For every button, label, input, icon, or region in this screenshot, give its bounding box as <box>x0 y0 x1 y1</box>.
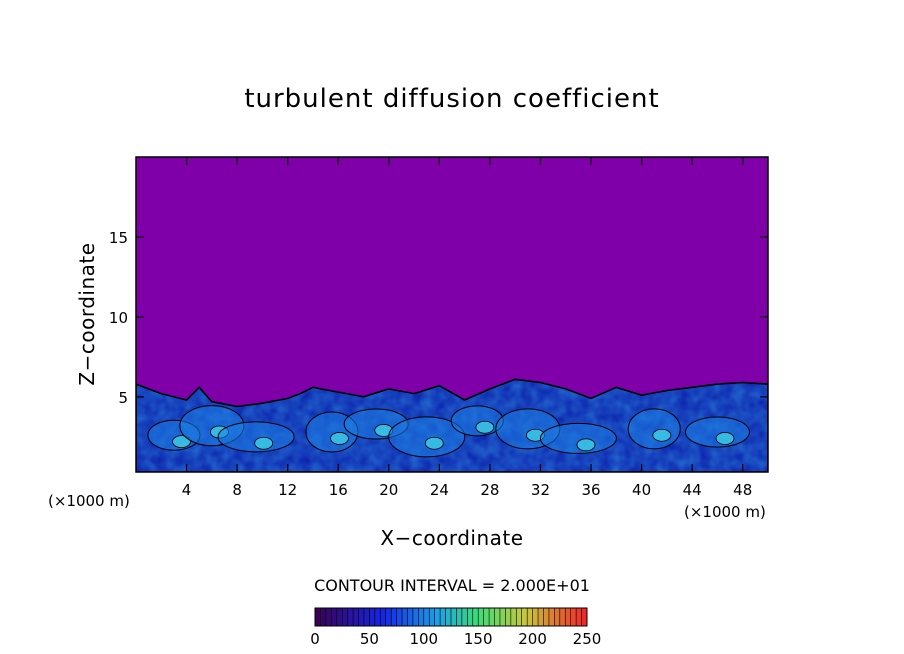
eddy-contour <box>539 422 617 454</box>
colorbar-swatch <box>472 608 479 626</box>
colorbar-swatch <box>467 608 474 626</box>
colorbar-swatch <box>581 608 588 626</box>
colorbar-swatch <box>543 608 550 626</box>
x-tick-label: 20 <box>379 481 398 499</box>
colorbar-swatch <box>385 608 392 626</box>
colorbar-swatch <box>451 608 457 626</box>
chart-title: turbulent diffusion coefficient <box>244 84 660 114</box>
y-axis: 5 10 15 <box>109 229 768 407</box>
colorbar-swatch <box>538 608 544 626</box>
eddy-core <box>715 432 735 445</box>
x-tick-label: 36 <box>581 481 600 499</box>
colorbar-swatch <box>396 608 403 626</box>
eddy-core <box>330 432 349 445</box>
colorbar-swatch <box>499 608 506 626</box>
eddy-core <box>424 436 444 450</box>
colorbar-swatch <box>521 608 528 626</box>
colorbar-tick-label: 250 <box>573 630 602 648</box>
colorbar-swatch <box>347 608 354 626</box>
x-tick-label: 40 <box>632 481 651 499</box>
colorbar-swatch <box>445 608 452 626</box>
colorbar-swatch <box>456 608 463 626</box>
eddy-contour <box>217 421 295 453</box>
colorbar-swatch <box>505 608 512 626</box>
colorbar-swatch <box>331 608 338 626</box>
eddy-core <box>254 436 274 450</box>
x-axis-label: X−coordinate <box>380 526 524 550</box>
colorbar-swatch <box>412 608 419 626</box>
eddy-core <box>475 420 495 434</box>
colorbar-swatch <box>527 608 533 626</box>
colorbar-swatch <box>461 608 468 626</box>
colorbar-swatch <box>369 608 376 626</box>
x-tick-label: 28 <box>480 481 499 499</box>
colorbar-swatch <box>320 608 327 626</box>
x-axis: 4 8 12 16 20 24 28 32 36 40 44 48 <box>182 157 752 499</box>
colorbar-swatch <box>407 608 414 626</box>
colorbar-tick-label: 150 <box>464 630 493 648</box>
colorbar-swatch <box>423 608 430 626</box>
colorbar-swatch <box>548 608 555 626</box>
colorbar-swatch <box>418 608 425 626</box>
y-tick-label: 5 <box>118 389 128 407</box>
colorbar-swatch <box>576 608 582 626</box>
colorbar-swatch <box>342 608 349 626</box>
colorbar-swatch <box>380 608 387 626</box>
colorbar-swatch <box>532 608 539 626</box>
y-tick-label: 15 <box>109 229 128 247</box>
colorbar-swatch <box>315 608 321 626</box>
x-unit-label-right: (×1000 m) <box>684 503 766 521</box>
x-tick-label: 12 <box>278 481 297 499</box>
colorbar-swatch <box>483 608 490 626</box>
colorbar-swatch <box>325 608 332 626</box>
colorbar-swatch <box>489 608 495 626</box>
x-tick-label: 8 <box>232 481 242 499</box>
colorbar-swatch <box>516 608 523 626</box>
plot-frame <box>135 156 769 473</box>
colorbar-swatch <box>570 608 577 626</box>
colorbar-swatch <box>434 608 441 626</box>
x-tick-label: 44 <box>683 481 702 499</box>
colorbar-swatch <box>336 608 343 626</box>
colorbar-swatch <box>391 608 397 626</box>
eddy-contour <box>388 416 466 458</box>
x-tick-label: 32 <box>531 481 550 499</box>
eddy-contour <box>450 405 504 437</box>
colorbar-tick-label: 50 <box>360 630 379 648</box>
eddy-core <box>652 428 672 442</box>
colorbar-swatch <box>429 608 436 626</box>
colorbar-swatch <box>374 608 381 626</box>
diffusion-field <box>136 157 768 472</box>
colorbar: 0 50 100 150 200 250 <box>310 607 602 648</box>
eddy-core <box>172 435 191 449</box>
eddy-contour <box>627 408 681 450</box>
x-tick-label: 24 <box>430 481 449 499</box>
x-tick-label: 16 <box>329 481 348 499</box>
colorbar-frame <box>314 607 588 627</box>
colorbar-swatch <box>494 608 501 626</box>
colorbar-tick-label: 100 <box>409 630 438 648</box>
colorbar-swatch <box>565 608 572 626</box>
colorbar-swatch <box>554 608 561 626</box>
eddy-contour <box>684 416 750 448</box>
colorbar-tick-label: 0 <box>310 630 320 648</box>
colorbar-swatch <box>353 608 359 626</box>
y-axis-label: Z−coordinate <box>75 242 99 386</box>
colorbar-swatch <box>478 608 485 626</box>
x-unit-label-left: (×1000 m) <box>48 492 130 510</box>
boundary-layer-contour <box>136 378 768 472</box>
eddy-core <box>576 438 596 452</box>
colorbar-swatch <box>363 608 370 626</box>
x-tick-label: 48 <box>733 481 752 499</box>
colorbar-tick-label: 200 <box>518 630 547 648</box>
colorbar-swatch <box>440 608 446 626</box>
colorbar-swatch <box>358 608 365 626</box>
contour-interval-label: CONTOUR INTERVAL = 2.000E+01 <box>314 576 590 595</box>
x-tick-label: 4 <box>182 481 192 499</box>
y-tick-label: 10 <box>109 309 128 327</box>
colorbar-swatch <box>402 608 408 626</box>
colorbar-swatch <box>559 608 566 626</box>
colorbar-swatch <box>510 608 517 626</box>
